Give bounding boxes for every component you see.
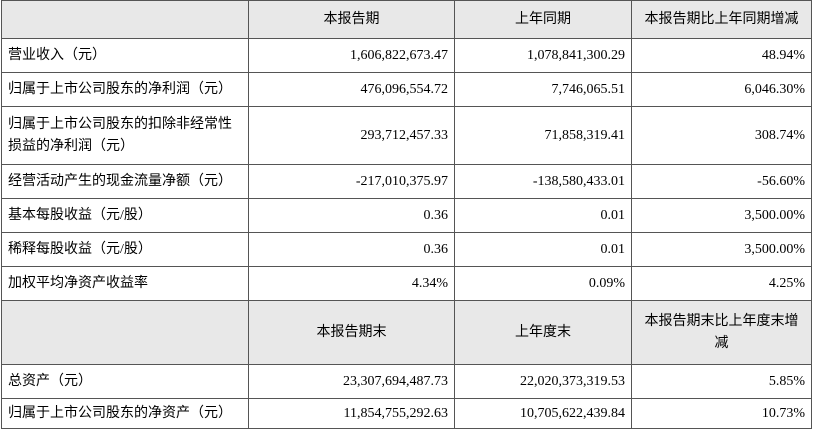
header-row: 本报告期 上年同期 本报告期比上年同期增减	[1, 0, 812, 39]
value-cell: 10.73%	[631, 398, 812, 429]
value-cell: 4.25%	[631, 266, 812, 301]
data-row: 总资产（元） 23,307,694,487.73 22,020,373,319.53…	[1, 364, 812, 399]
row-label: 归属于上市公司股东的净利润（元）	[1, 72, 249, 107]
data-row: 归属于上市公司股东的净利润（元） 476,096,554.72 7,746,065.…	[1, 72, 812, 107]
data-row: 经营活动产生的现金流量净额（元） -217,010,375.97 -138,580,…	[1, 164, 812, 199]
value-cell: 10,705,622,439.84	[454, 398, 632, 429]
value-cell: 48.94%	[631, 38, 812, 73]
header-cell	[1, 300, 249, 365]
value-cell: 293,712,457.33	[248, 106, 455, 165]
header-cell	[1, 0, 249, 39]
row-label: 稀释每股收益（元/股）	[1, 232, 249, 267]
row-label: 基本每股收益（元/股）	[1, 198, 249, 233]
row-label: 经营活动产生的现金流量净额（元）	[1, 164, 249, 199]
data-row: 稀释每股收益（元/股） 0.36 0.01 3,500.00%	[1, 232, 812, 267]
value-cell: -217,010,375.97	[248, 164, 455, 199]
value-cell: -56.60%	[631, 164, 812, 199]
value-cell: 3,500.00%	[631, 232, 812, 267]
header-row: 本报告期末 上年度末 本报告期末比上年度末增减	[1, 300, 812, 365]
value-cell: -138,580,433.01	[454, 164, 632, 199]
header-cell: 上年度末	[454, 300, 632, 365]
value-cell: 6,046.30%	[631, 72, 812, 107]
header-cell: 本报告期末比上年度末增减	[631, 300, 812, 365]
data-row: 归属于上市公司股东的扣除非经常性损益的净利润（元） 293,712,457.33 7…	[1, 106, 812, 165]
row-label: 加权平均净资产收益率	[1, 266, 249, 301]
header-cell: 本报告期比上年同期增减	[631, 0, 812, 39]
row-label: 归属于上市公司股东的扣除非经常性损益的净利润（元）	[1, 106, 249, 165]
value-cell: 22,020,373,319.53	[454, 364, 632, 399]
row-label: 总资产（元）	[1, 364, 249, 399]
value-cell: 0.36	[248, 232, 455, 267]
row-label: 营业收入（元）	[1, 38, 249, 73]
row-label: 归属于上市公司股东的净资产（元）	[1, 398, 249, 429]
value-cell: 11,854,755,292.63	[248, 398, 455, 429]
value-cell: 23,307,694,487.73	[248, 364, 455, 399]
data-row: 营业收入（元） 1,606,822,673.47 1,078,841,300.29 4…	[1, 38, 812, 73]
value-cell: 3,500.00%	[631, 198, 812, 233]
value-cell: 71,858,319.41	[454, 106, 632, 165]
value-cell: 308.74%	[631, 106, 812, 165]
header-cell: 本报告期	[248, 0, 455, 39]
data-row: 基本每股收益（元/股） 0.36 0.01 3,500.00%	[1, 198, 812, 233]
data-row: 加权平均净资产收益率 4.34% 0.09% 4.25%	[1, 266, 812, 301]
value-cell: 0.36	[248, 198, 455, 233]
header-cell: 本报告期末	[248, 300, 455, 365]
value-cell: 1,078,841,300.29	[454, 38, 632, 73]
value-cell: 0.01	[454, 232, 632, 267]
value-cell: 4.34%	[248, 266, 455, 301]
value-cell: 0.09%	[454, 266, 632, 301]
value-cell: 0.01	[454, 198, 632, 233]
value-cell: 1,606,822,673.47	[248, 38, 455, 73]
value-cell: 5.85%	[631, 364, 812, 399]
header-cell: 上年同期	[454, 0, 632, 39]
data-row: 归属于上市公司股东的净资产（元） 11,854,755,292.63 10,705,…	[1, 398, 812, 429]
value-cell: 7,746,065.51	[454, 72, 632, 107]
value-cell: 476,096,554.72	[248, 72, 455, 107]
